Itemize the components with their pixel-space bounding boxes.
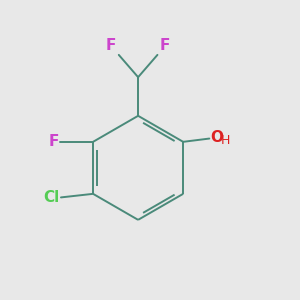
Text: O: O <box>210 130 223 146</box>
Text: F: F <box>106 38 116 53</box>
Text: H: H <box>221 134 231 147</box>
Text: F: F <box>160 38 170 53</box>
Text: Cl: Cl <box>43 190 59 205</box>
Text: F: F <box>49 134 59 149</box>
